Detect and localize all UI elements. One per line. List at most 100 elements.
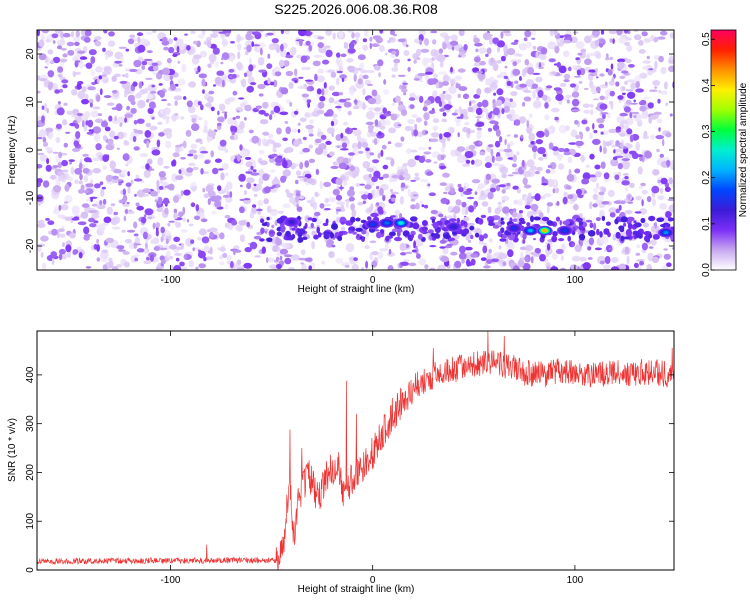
heatmap-blob bbox=[639, 208, 648, 215]
heatmap-blob bbox=[127, 38, 135, 45]
heatmap-blob bbox=[205, 184, 214, 193]
heatmap-blob bbox=[208, 53, 217, 63]
heatmap-blob bbox=[161, 259, 166, 265]
heatmap-blob bbox=[127, 229, 136, 233]
heatmap-blob bbox=[444, 90, 448, 95]
heatmap-blob bbox=[40, 251, 44, 258]
heatmap-blob bbox=[437, 264, 446, 270]
heatmap-blob bbox=[58, 253, 63, 261]
heatmap-blob bbox=[62, 84, 68, 89]
heatmap-blob bbox=[38, 39, 45, 47]
heatmap-blob bbox=[250, 172, 260, 176]
heatmap-blob bbox=[368, 107, 375, 111]
heatmap-blob bbox=[190, 239, 195, 244]
heatmap-blob bbox=[410, 149, 418, 153]
x-tick-label: 100 bbox=[567, 575, 584, 586]
heatmap-band-blob bbox=[552, 231, 558, 237]
heatmap-blob bbox=[85, 94, 89, 100]
heatmap-blob bbox=[433, 161, 438, 164]
heatmap-blob bbox=[294, 80, 298, 83]
heatmap-blob bbox=[133, 146, 140, 151]
heatmap-blob bbox=[644, 151, 652, 159]
heatmap-band-blob bbox=[303, 225, 307, 230]
heatmap-blob bbox=[541, 182, 548, 186]
heatmap-blob bbox=[271, 153, 278, 157]
heatmap-band-blob bbox=[627, 223, 633, 230]
heatmap-blob bbox=[366, 149, 371, 159]
heatmap-blob bbox=[176, 45, 180, 53]
heatmap-blob bbox=[506, 182, 511, 187]
heatmap-blob bbox=[611, 77, 615, 82]
heatmap-blob bbox=[133, 221, 138, 229]
heatmap-blob bbox=[267, 257, 275, 263]
heatmap-blob bbox=[442, 42, 447, 50]
heatmap-blob bbox=[273, 142, 282, 148]
heatmap-band-blob bbox=[350, 216, 356, 223]
heatmap-blob bbox=[403, 92, 407, 96]
heatmap-blob bbox=[488, 238, 493, 243]
heatmap-blob bbox=[473, 37, 480, 44]
heatmap-blob bbox=[75, 60, 81, 63]
heatmap-blob bbox=[324, 208, 331, 211]
heatmap-blob bbox=[73, 140, 80, 147]
heatmap-blob bbox=[188, 149, 197, 154]
heatmap-blob bbox=[526, 159, 535, 168]
heatmap-band-blob bbox=[587, 230, 596, 237]
heatmap-band-blob bbox=[410, 234, 415, 239]
heatmap-blob bbox=[587, 257, 593, 260]
heatmap-blob bbox=[200, 168, 204, 175]
heatmap-blob bbox=[391, 74, 396, 78]
heatmap-band-blob bbox=[575, 225, 579, 230]
heatmap-band-blob bbox=[620, 216, 628, 223]
heatmap-blob bbox=[635, 88, 644, 93]
heatmap-blob bbox=[492, 37, 500, 45]
heatmap-blob bbox=[605, 81, 608, 86]
heatmap-blob bbox=[72, 70, 77, 78]
heatmap-blob bbox=[258, 93, 264, 97]
heatmap-blob bbox=[456, 146, 466, 152]
heatmap-blob bbox=[512, 208, 517, 213]
heatmap-blob bbox=[414, 123, 418, 130]
heatmap-blob bbox=[115, 103, 123, 112]
heatmap-band-blob bbox=[360, 219, 367, 224]
heatmap-band-blob bbox=[330, 232, 335, 239]
heatmap-blob bbox=[78, 252, 83, 259]
heatmap-blob bbox=[504, 33, 512, 37]
heatmap-blob bbox=[119, 80, 128, 84]
heatmap-blob bbox=[450, 210, 454, 213]
heatmap-blob bbox=[466, 188, 473, 192]
heatmap-blob bbox=[501, 195, 510, 201]
heatmap-blob bbox=[498, 136, 503, 143]
heatmap-blob bbox=[426, 171, 434, 176]
heatmap-blob bbox=[57, 228, 65, 233]
heatmap-blob bbox=[559, 35, 564, 39]
heatmap-blob bbox=[567, 156, 573, 164]
heatmap-blob bbox=[60, 169, 69, 173]
heatmap-blob bbox=[542, 94, 548, 101]
y-tick-label: 20 bbox=[25, 48, 36, 60]
heatmap-blob bbox=[218, 168, 224, 171]
colorbar-tick-label: 0.4 bbox=[701, 78, 712, 92]
heatmap-blob bbox=[609, 38, 613, 43]
heatmap-blob bbox=[133, 243, 142, 246]
heatmap-blob bbox=[290, 46, 297, 56]
heatmap-blob bbox=[475, 48, 479, 53]
heatmap-blob bbox=[124, 117, 127, 123]
heatmap-blob bbox=[369, 42, 372, 50]
heatmap-blob bbox=[592, 123, 595, 130]
heatmap-blob bbox=[427, 78, 435, 86]
heatmap-blob bbox=[429, 245, 437, 248]
heatmap-blob bbox=[474, 191, 478, 196]
heatmap-blob bbox=[432, 39, 437, 45]
heatmap-blob bbox=[619, 200, 626, 205]
heatmap-blob bbox=[62, 162, 66, 165]
heatmap-blob bbox=[220, 172, 225, 181]
heatmap-band-blob bbox=[280, 225, 286, 233]
heatmap-blob bbox=[317, 68, 325, 74]
heatmap-blob bbox=[457, 93, 461, 98]
heatmap-blob bbox=[481, 99, 489, 108]
heatmap-blob bbox=[224, 98, 231, 105]
heatmap-blob bbox=[650, 239, 657, 246]
heatmap-blob bbox=[398, 176, 405, 181]
